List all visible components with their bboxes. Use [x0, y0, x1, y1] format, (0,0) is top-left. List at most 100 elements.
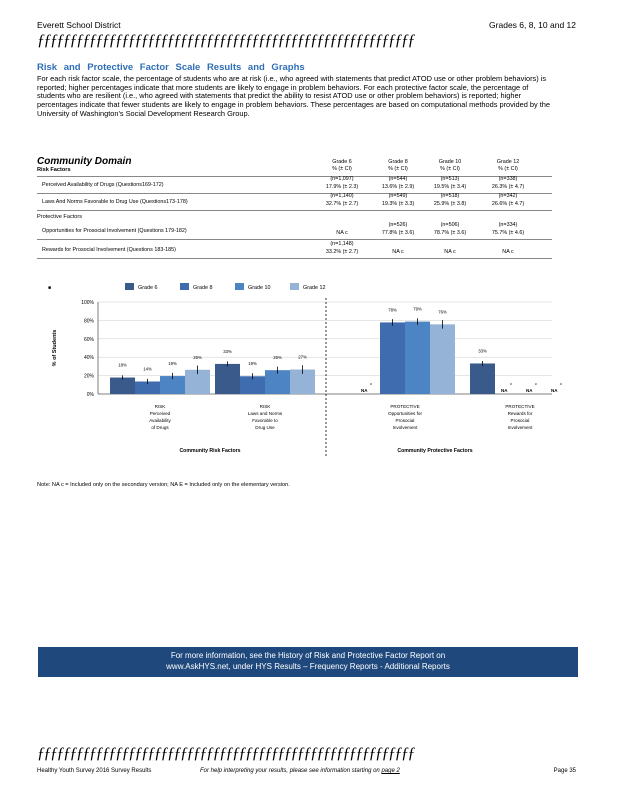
data-label: 19% [248, 361, 257, 366]
bar [265, 370, 290, 394]
grade-subheader: % (± CI) [498, 166, 518, 172]
grade-subheader: % (± CI) [388, 166, 408, 172]
footer-help: For help interpreting your results, plea… [200, 768, 400, 774]
table-cell-value: 26.3% (± 4.7) [491, 184, 525, 190]
x-category-label: Favorable to [252, 418, 278, 423]
data-label: 76% [438, 309, 447, 314]
y-axis-title: % of Students [52, 330, 58, 367]
x-category-label: Rewards for [508, 411, 533, 416]
row-rule [37, 239, 552, 240]
footer-help-text: For help interpreting your results, plea… [200, 768, 380, 774]
bar [240, 376, 265, 394]
table-cell-n: (n=526) [388, 222, 408, 228]
bar [470, 363, 495, 394]
data-label: 14% [143, 366, 152, 371]
table-cell-n: (n=1,148) [330, 241, 354, 247]
y-tick-label: 100% [81, 300, 94, 306]
info-line-1: For more information, see the History of… [170, 651, 446, 660]
x-category-label: Involvement [393, 425, 418, 430]
x-category-label: RISK [155, 404, 167, 409]
na-label: NA [501, 388, 508, 393]
table-cell-value: 19.3% (± 3.3) [381, 201, 415, 207]
legend-label: Grade 6 [138, 285, 157, 291]
table-cell-value: NA c [336, 230, 348, 236]
x-category-label: Laws and Norms [248, 411, 283, 416]
data-label: 19% [168, 361, 177, 366]
table-cell-value: 32.7% (± 2.7) [325, 201, 359, 207]
x-category-label: RISK [260, 404, 272, 409]
risk-factors-label: Risk Factors [37, 167, 71, 173]
na-superscript: c [560, 381, 562, 386]
legend-swatch [180, 283, 189, 290]
table-cell-value: 13.6% (± 2.9) [381, 184, 415, 190]
info-line-2: www.AskHYS.net, under HYS Results – Freq… [166, 662, 450, 671]
table-cell-value: 75.7% (± 4.6) [491, 230, 525, 236]
row-label: Laws And Norms Favorable to Drug Use (Qu… [42, 199, 188, 205]
table-cell-n: (n=1,097) [330, 176, 354, 182]
legend-mark: ■ [48, 285, 51, 291]
table-cell-value: 77.8% (± 3.6) [381, 230, 415, 236]
grades-label: Grades 6, 8, 10 and 12 [489, 20, 576, 30]
table-cell-n: (n=334) [498, 222, 518, 228]
table-cell-n: (n=544) [388, 176, 408, 182]
table-cell-value: 78.7% (± 3.6) [433, 230, 467, 236]
data-label: 78% [388, 307, 397, 312]
row-rule [37, 193, 552, 194]
x-category-label: of Drugs [151, 425, 169, 430]
grade-header: Grade 8 [388, 159, 408, 165]
grade-header: Grade 12 [496, 159, 520, 165]
table-cell-n: (n=506) [440, 222, 460, 228]
legend-label: Grade 10 [248, 285, 270, 291]
na-superscript: c [510, 381, 512, 386]
grade-header: Grade 6 [332, 159, 352, 165]
na-label: NA [361, 388, 368, 393]
table-cell-n: (n=549) [388, 193, 408, 199]
bar [110, 377, 135, 394]
row-rule [37, 258, 552, 259]
section-title: Risk and Protective Factor Scale Results… [37, 62, 305, 73]
table-rule [37, 176, 552, 177]
table-cell-n: (n=1,140) [330, 193, 354, 199]
page-number: Page 35 [553, 768, 576, 774]
x-category-label: Availability [149, 418, 171, 423]
protective-factors-label: Protective Factors [37, 214, 83, 220]
bar [135, 381, 160, 394]
legend-label: Grade 12 [303, 285, 325, 291]
chart: Grade 6 Grade 8 Grade 10 Grade 12 ■ % of Stud… [48, 283, 562, 458]
data-label: 27% [298, 355, 307, 360]
table-cell-value: NA c [392, 249, 404, 255]
intro-paragraph: For each risk factor scale, the percenta… [37, 74, 551, 118]
decorative-line-top: ƒƒƒƒƒƒƒƒƒƒƒƒƒƒƒƒƒƒƒƒƒƒƒƒƒƒƒƒƒƒƒƒƒƒƒƒƒƒƒƒ… [37, 32, 416, 49]
bar [215, 363, 240, 394]
legend-swatch [125, 283, 134, 290]
x-category-label: PROTECTIVE [505, 404, 534, 409]
data-label: 26% [273, 355, 282, 360]
table-cell-value: NA c [502, 249, 514, 255]
na-label: NA [526, 388, 533, 393]
row-label: Perceived Availability of Drugs (Questio… [42, 182, 164, 188]
page-link[interactable]: page 2 [381, 768, 400, 774]
y-tick-label: 0% [87, 392, 95, 398]
bar [405, 321, 430, 394]
x-category-label: Perceived [150, 411, 171, 416]
y-tick-label: 20% [84, 374, 95, 380]
y-tick-label: 60% [84, 337, 95, 343]
data-label: 18% [118, 363, 127, 368]
legend-label: Grade 8 [193, 285, 212, 291]
row-label: Rewards for Prosocial Involvement (Quest… [42, 247, 176, 253]
x-category-label: Prosocial [511, 418, 530, 423]
domain-title: Community Domain [37, 156, 132, 167]
x-category-label: Drug Use [255, 425, 275, 430]
x-category-label: Prosocial [396, 418, 415, 423]
bar [430, 324, 455, 394]
district-name: Everett School District [37, 20, 121, 30]
data-label: 33% [223, 349, 232, 354]
legend-swatch [290, 283, 299, 290]
bar [160, 376, 185, 394]
table-cell-n: (n=513) [440, 176, 460, 182]
table-cell-value: 33.2% (± 2.7) [325, 249, 359, 255]
decorative-line-bottom: ƒƒƒƒƒƒƒƒƒƒƒƒƒƒƒƒƒƒƒƒƒƒƒƒƒƒƒƒƒƒƒƒƒƒƒƒƒƒƒƒ… [37, 745, 416, 762]
table-cell-n: (n=518) [440, 193, 460, 199]
data-label: 79% [413, 307, 422, 312]
data-label: 26% [193, 355, 202, 360]
